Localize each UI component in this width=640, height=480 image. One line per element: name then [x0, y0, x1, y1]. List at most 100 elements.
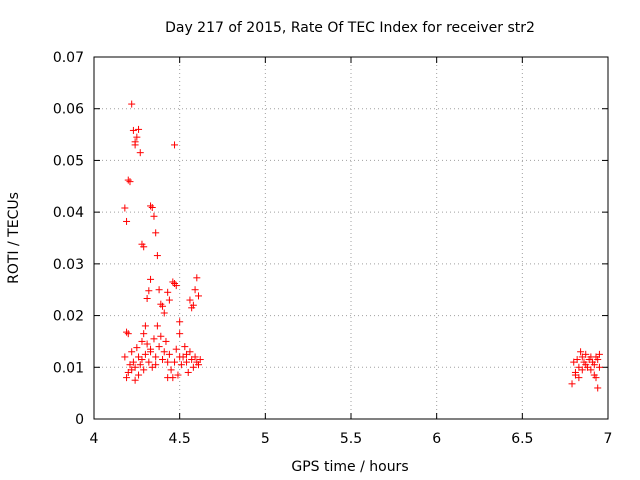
data-point-plus-marker — [152, 361, 160, 369]
data-point-plus-marker — [147, 202, 155, 210]
y-tick-label: 0 — [75, 412, 84, 428]
data-point-plus-marker — [128, 348, 136, 356]
data-point-plus-marker — [143, 340, 151, 348]
data-point-plus-marker — [148, 203, 156, 211]
data-point-plus-marker — [164, 374, 172, 382]
data-point-plus-marker — [587, 366, 595, 374]
data-point-plus-marker — [121, 353, 129, 361]
data-point-plus-marker — [136, 149, 144, 157]
data-point-plus-marker — [152, 229, 160, 237]
data-point-plus-marker — [135, 125, 143, 133]
data-point-plus-marker — [157, 332, 165, 340]
data-point-plus-marker — [595, 350, 603, 358]
data-point-plus-marker — [193, 274, 201, 282]
data-point-plus-marker — [594, 356, 602, 364]
data-point-plus-marker — [123, 217, 131, 225]
data-point-plus-marker — [172, 282, 180, 290]
x-axis-label: GPS time / hours — [291, 459, 408, 475]
data-point-plus-marker — [159, 302, 167, 310]
data-point-plus-marker — [183, 350, 191, 358]
y-axis-label: ROTI / TECUs — [6, 192, 22, 284]
plot-frame — [93, 56, 609, 420]
data-point-plus-marker — [133, 344, 141, 352]
data-point-plus-marker — [174, 371, 182, 379]
data-point-plus-marker — [195, 361, 203, 369]
data-point-plus-marker — [595, 363, 603, 371]
grid — [94, 57, 608, 419]
data-point-plus-marker — [124, 176, 132, 184]
data-point-plus-marker — [153, 252, 161, 260]
data-point-plus-marker — [143, 295, 151, 303]
data-point-plus-marker — [152, 353, 160, 361]
data-point-plus-marker — [575, 374, 583, 382]
y-tick-label: 0.04 — [53, 205, 84, 221]
data-point-plus-marker — [147, 275, 155, 283]
x-tick-label: 5 — [261, 431, 270, 447]
data-point-plus-marker — [140, 330, 148, 338]
data-point-plus-marker — [159, 356, 167, 364]
data-point-plus-marker — [162, 337, 170, 345]
data-point-plus-marker — [592, 374, 600, 382]
y-tick-label: 0.03 — [53, 257, 84, 273]
data-point-plus-marker — [184, 368, 192, 376]
data-point-plus-marker — [150, 335, 158, 343]
data-point-plus-marker — [141, 322, 149, 330]
data-point-plus-marker — [183, 358, 191, 366]
data-point-plus-marker — [140, 243, 148, 251]
y-tick-label: 0.05 — [53, 153, 84, 169]
x-tick-label: 5.5 — [340, 431, 362, 447]
data-point-plus-marker — [191, 353, 199, 361]
data-point-plus-marker — [181, 343, 189, 351]
axes: 4 4.5 5 5.5 6 6.5 7 0 0.01 0.02 0.03 0.04 0.05 0.06 0.… — [53, 50, 613, 447]
data-point-plus-marker — [164, 358, 172, 366]
data-point-plus-marker — [133, 133, 141, 141]
data-point-plus-marker — [165, 296, 173, 304]
data-point-plus-marker — [124, 330, 132, 338]
data-point-plus-marker — [141, 350, 149, 358]
data-point-plus-marker — [155, 286, 163, 294]
data-point-plus-marker — [176, 353, 184, 361]
data-point-plus-marker — [124, 368, 132, 376]
data-point-plus-marker — [176, 318, 184, 326]
data-point-plus-marker — [123, 328, 131, 336]
data-points — [121, 100, 603, 392]
data-point-plus-marker — [164, 288, 172, 296]
data-point-plus-marker — [590, 361, 598, 369]
data-point-plus-marker — [568, 380, 576, 388]
data-point-plus-marker — [195, 292, 203, 300]
data-point-plus-marker — [150, 212, 158, 220]
y-tick-label: 0.07 — [53, 50, 84, 66]
data-point-plus-marker — [191, 286, 199, 294]
y-tick-label: 0.01 — [53, 360, 84, 376]
data-point-plus-marker — [138, 337, 146, 345]
x-tick-label: 4.5 — [169, 431, 191, 447]
data-point-plus-marker — [131, 376, 139, 384]
x-tick-label: 7 — [604, 431, 613, 447]
data-point-plus-marker — [172, 345, 180, 353]
data-point-plus-marker — [177, 361, 185, 369]
data-point-plus-marker — [573, 356, 581, 364]
data-point-plus-marker — [135, 371, 143, 379]
data-point-plus-marker — [131, 141, 139, 149]
data-point-plus-marker — [165, 350, 173, 358]
data-point-plus-marker — [145, 287, 153, 295]
y-tick-label: 0.06 — [53, 102, 84, 118]
data-point-plus-marker — [176, 330, 184, 338]
data-point-plus-marker — [140, 366, 148, 374]
data-point-plus-marker — [189, 363, 197, 371]
x-tick-label: 4 — [90, 431, 99, 447]
y-tick-label: 0.02 — [53, 309, 84, 325]
data-point-plus-marker — [153, 322, 161, 330]
data-point-plus-marker — [171, 141, 179, 149]
data-point-plus-marker — [577, 348, 585, 356]
data-point-plus-marker — [126, 178, 134, 186]
data-point-plus-marker — [121, 204, 129, 212]
data-point-plus-marker — [136, 361, 144, 369]
data-point-plus-marker — [128, 100, 136, 108]
chart-title: Day 217 of 2015, Rate Of TEC Index for r… — [165, 20, 535, 36]
data-point-plus-marker — [131, 363, 139, 371]
data-point-plus-marker — [578, 366, 586, 374]
data-point-plus-marker — [169, 278, 177, 286]
data-point-plus-marker — [155, 343, 163, 351]
